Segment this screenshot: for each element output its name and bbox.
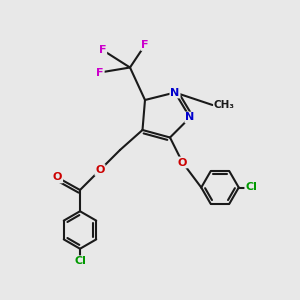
Text: N: N (170, 88, 180, 98)
Text: CH₃: CH₃ (214, 100, 235, 110)
Text: O: O (178, 158, 187, 167)
Text: O: O (95, 165, 105, 175)
Text: F: F (96, 68, 104, 77)
Text: F: F (99, 45, 106, 55)
Text: O: O (53, 172, 62, 182)
Text: F: F (141, 40, 149, 50)
Text: Cl: Cl (74, 256, 86, 266)
Text: Cl: Cl (245, 182, 257, 193)
Text: N: N (185, 112, 195, 122)
